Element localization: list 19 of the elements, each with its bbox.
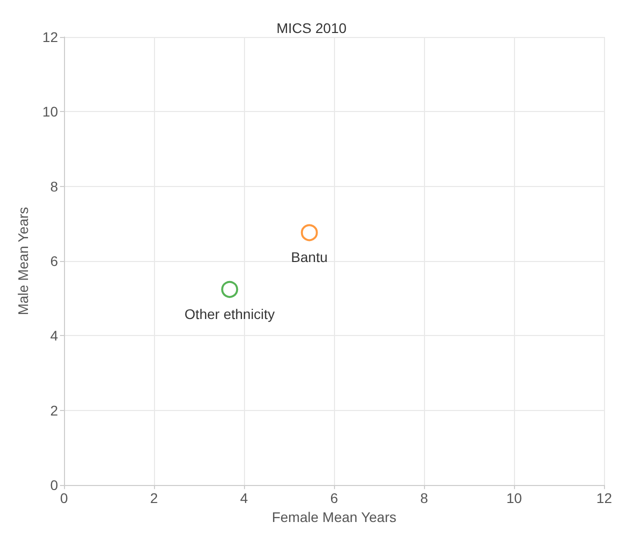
chart-title: MICS 2010: [276, 20, 347, 36]
series-label: Other ethnicity: [184, 306, 275, 322]
x-tick-label: 2: [150, 490, 158, 506]
y-tick-label: 10: [42, 104, 58, 120]
x-tick-label: 4: [240, 490, 248, 506]
y-tick-label: 12: [42, 29, 58, 45]
y-tick-label: 4: [50, 328, 58, 344]
x-tick-label: 8: [420, 490, 428, 506]
y-tick-label: 6: [50, 253, 58, 270]
x-tick-label: 12: [596, 490, 612, 506]
x-tick-label: 0: [60, 490, 68, 506]
y-tick-label: 0: [50, 477, 58, 494]
y-tick-label: 2: [50, 402, 58, 418]
series-label: Bantu: [291, 249, 328, 266]
x-tick-label: 10: [506, 490, 522, 506]
x-tick-label: 6: [330, 490, 338, 506]
y-tick-label: 8: [50, 178, 58, 194]
x-axis-title: Female Mean Years: [272, 509, 396, 525]
y-axis-title: Male Mean Years: [15, 206, 31, 316]
